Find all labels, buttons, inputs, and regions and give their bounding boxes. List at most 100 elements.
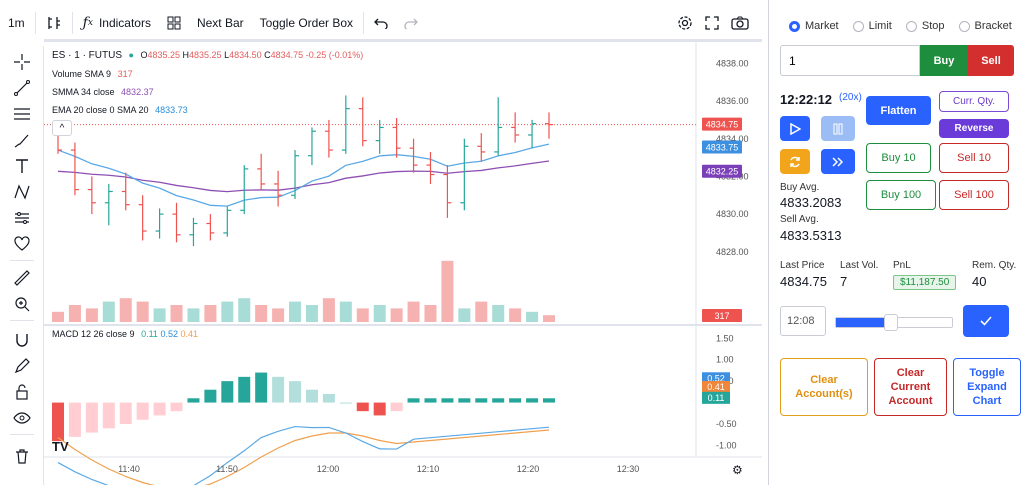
volume-bar [170, 305, 183, 322]
pencil-lock-icon[interactable] [12, 356, 32, 376]
volume-bar [356, 308, 369, 322]
crosshair-icon[interactable] [12, 52, 32, 72]
smma-badge-bg [702, 164, 742, 178]
time-tick-label: 12:30 [617, 464, 640, 474]
reverse-button[interactable]: Reverse [939, 119, 1009, 138]
eye-icon[interactable] [12, 408, 32, 428]
volume-legend: Volume SMA 9 317 [52, 69, 133, 79]
volume-bar [238, 298, 251, 322]
chart-area[interactable]: 4838.004836.004834.004832.004830.004828.… [44, 39, 762, 485]
current-qty-button[interactable]: Curr. Qty. [939, 91, 1009, 112]
volume-bar [187, 308, 200, 322]
divider [10, 434, 34, 435]
macd-histogram-bar [204, 389, 217, 403]
settings-gear-icon[interactable] [677, 15, 693, 31]
buy-10-button[interactable]: Buy 10 [866, 143, 931, 173]
trash-icon[interactable] [12, 446, 32, 466]
last-price-label: Last Price [780, 260, 825, 271]
layout-grid-icon[interactable] [159, 0, 189, 46]
macd-tick-label: -1.00 [716, 440, 737, 450]
macd-histogram-bar [85, 402, 98, 433]
order-type-market[interactable]: Market [789, 20, 839, 32]
collapse-legend-button[interactable]: ^ [52, 120, 72, 136]
pattern-icon[interactable] [12, 182, 32, 202]
trendline-icon[interactable] [12, 78, 32, 98]
price-chart-svg[interactable]: 4838.004836.004834.004832.004830.004828.… [44, 42, 762, 485]
camera-icon[interactable] [731, 16, 749, 30]
macd-histogram-bar [373, 402, 386, 416]
macd-value-1: 0.11 [141, 329, 158, 339]
fast-forward-button[interactable] [821, 149, 855, 174]
macd-histogram-bar [475, 398, 488, 403]
change-value: -0.25 (-0.01%) [305, 50, 364, 60]
magnet-icon[interactable] [12, 330, 32, 350]
flatten-button[interactable]: Flatten [866, 96, 931, 125]
buy-100-button[interactable]: Buy 100 [866, 180, 936, 210]
price-tick-label: 4828.00 [716, 247, 749, 257]
divider [71, 12, 73, 34]
macd-histogram-bar [238, 376, 251, 403]
price-tick-label: 4834.00 [716, 134, 749, 144]
confirm-time-button[interactable] [963, 305, 1009, 337]
macd-legend-label: MACD 12 26 close 9 [52, 329, 135, 339]
sell-10-button[interactable]: Sell 10 [939, 143, 1009, 173]
order-type-bracket[interactable]: Bracket [958, 20, 1012, 32]
volume-badge: 317 [714, 311, 729, 321]
interval-button[interactable]: 1m [8, 16, 25, 30]
heart-icon[interactable] [12, 234, 32, 254]
volume-bar [339, 301, 352, 322]
volume-bar [407, 301, 420, 322]
compare-icon[interactable] [38, 0, 70, 46]
redo-icon[interactable] [396, 0, 426, 46]
last-vol-value: 7 [840, 274, 848, 289]
clear-accounts-button[interactable]: Clear Account(s) [780, 358, 868, 416]
radio-selected-icon [789, 20, 800, 32]
toggle-order-box-button[interactable]: Toggle Order Box [259, 16, 354, 30]
macd-histogram-bar [153, 402, 166, 416]
next-bar-button[interactable]: Next Bar [196, 16, 244, 30]
ema-line [57, 143, 550, 207]
play-button[interactable] [780, 116, 810, 141]
last-price-value: 4834.75 [780, 274, 827, 289]
sell-100-button[interactable]: Sell 100 [939, 180, 1009, 210]
time-tick-label: 12:10 [417, 464, 440, 474]
macd-histogram-bar [170, 402, 183, 412]
macd-value-2: 0.52 [160, 329, 178, 339]
lock-icon[interactable] [12, 382, 32, 402]
clear-current-account-button[interactable]: Clear Current Account [874, 358, 947, 416]
forecast-icon[interactable] [12, 208, 32, 228]
replay-slider-handle[interactable] [884, 314, 898, 331]
toggle-expand-chart-button[interactable]: Toggle Expand Chart [953, 358, 1021, 416]
radio-icon [958, 20, 970, 32]
macd-histogram-bar [509, 398, 522, 403]
brush-icon[interactable] [12, 130, 32, 150]
undo-icon[interactable] [366, 0, 396, 46]
replay-time-input[interactable] [780, 306, 826, 336]
price-tick-label: 4836.00 [716, 96, 749, 106]
fast-forward-icon [832, 156, 844, 167]
pause-button[interactable] [821, 116, 855, 141]
order-type-limit[interactable]: Limit [852, 20, 892, 32]
quantity-input[interactable] [780, 45, 920, 76]
axis-settings-gear-icon[interactable]: ⚙ [732, 463, 743, 477]
replay-slider[interactable] [835, 314, 953, 331]
fullscreen-icon[interactable] [705, 16, 719, 30]
ruler-icon[interactable] [12, 268, 32, 288]
horizontal-lines-icon[interactable] [12, 104, 32, 124]
macd-histogram-bar [52, 402, 64, 442]
macd-histogram-bar [339, 402, 352, 404]
buy-button[interactable]: Buy [920, 45, 968, 76]
order-type-stop[interactable]: Stop [905, 20, 945, 32]
symbol-legend: ES · 1 · FUTUS ● O4835.25 H4835.25 L4834… [52, 50, 364, 61]
volume-bar [492, 305, 505, 322]
divider [10, 260, 34, 261]
rem-qty-label: Rem. Qty. [972, 260, 1017, 271]
sell-avg-label: Sell Avg. [780, 214, 819, 225]
macd-line [57, 425, 550, 485]
sell-button[interactable]: Sell [968, 45, 1014, 76]
zoom-in-icon[interactable] [12, 294, 32, 314]
macd-histogram-bar [68, 402, 81, 437]
reset-button[interactable] [780, 149, 810, 174]
text-tool-icon[interactable] [12, 156, 32, 176]
